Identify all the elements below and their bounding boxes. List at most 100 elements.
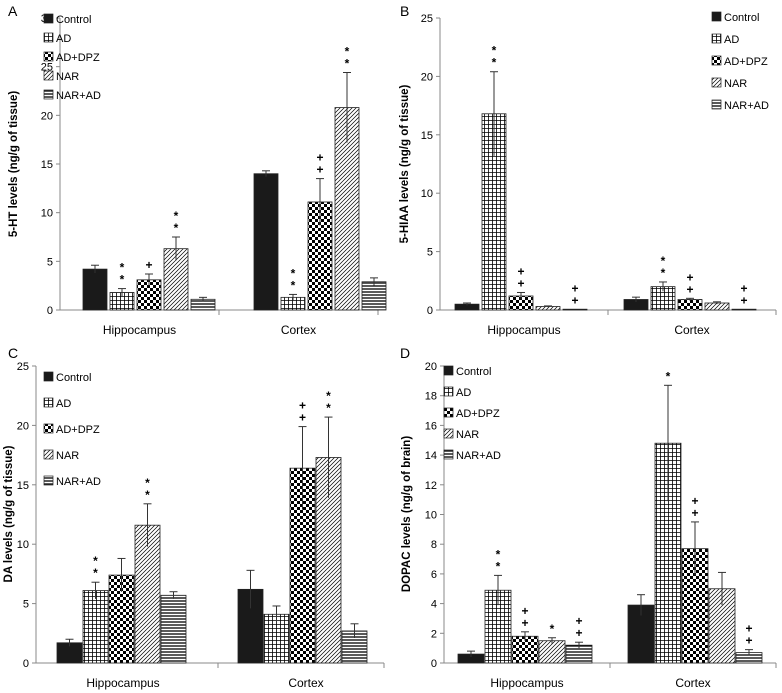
significance-mark: +	[691, 494, 698, 508]
significance-mark: *	[120, 273, 125, 287]
category-label-hippocampus: Hippocampus	[487, 323, 560, 337]
panel-label: D	[400, 345, 410, 361]
y-tick-label: 15	[421, 130, 433, 142]
y-tick-label: 20	[41, 110, 53, 122]
category-label-hippocampus: Hippocampus	[490, 676, 563, 690]
significance-mark: *	[174, 209, 179, 223]
y-tick-label: 0	[431, 658, 437, 670]
category-label-hippocampus: Hippocampus	[103, 323, 176, 337]
legend-label: AD+DPZ	[56, 52, 100, 64]
legend-label: AD+DPZ	[456, 408, 500, 420]
bar-ad-hippocampus	[82, 590, 109, 664]
legend-label: Control	[724, 12, 759, 24]
legend-swatch	[711, 33, 722, 44]
legend-swatch	[43, 475, 54, 486]
bar-ad-dpz-hippocampus	[511, 635, 539, 664]
legend-swatch	[443, 386, 454, 397]
bar-nar-ad-cortex	[361, 281, 387, 311]
legend-label: NAR+AD	[56, 90, 101, 102]
legend-label: AD	[56, 33, 71, 45]
panel-label: A	[8, 3, 18, 19]
legend-swatch	[443, 407, 454, 418]
legend-label: AD+DPZ	[56, 424, 100, 436]
legend-swatch	[43, 371, 54, 382]
panel-label: B	[400, 3, 409, 19]
y-tick-label: 12	[425, 480, 437, 492]
bar-ad-dpz-hippocampus	[136, 279, 162, 311]
bar-ad-dpz-cortex	[677, 299, 703, 311]
bar-nar-ad-cortex	[731, 308, 757, 311]
bar-nar-hippocampus	[134, 524, 161, 664]
y-tick-label: 20	[17, 420, 29, 432]
y-tick-label: 5	[23, 599, 29, 611]
significance-mark: +	[571, 293, 578, 307]
significance-mark: +	[521, 616, 528, 630]
y-tick-label: 15	[17, 480, 29, 492]
significance-mark: *	[666, 369, 671, 383]
significance-mark: +	[145, 258, 152, 272]
significance-mark: +	[740, 293, 747, 307]
significance-mark: +	[745, 634, 752, 648]
y-tick-label: 2	[431, 628, 437, 640]
legend-label: Control	[56, 14, 91, 26]
significance-mark: *	[145, 476, 150, 490]
legend-swatch	[443, 449, 454, 460]
legend-label: Control	[56, 372, 91, 384]
significance-mark: +	[521, 604, 528, 618]
category-label-cortex: Cortex	[281, 323, 316, 337]
legend-label: AD+DPZ	[724, 56, 768, 68]
category-label-cortex: Cortex	[674, 323, 709, 337]
significance-mark: +	[575, 626, 582, 640]
y-tick-label: 5	[427, 247, 433, 259]
significance-mark: *	[145, 488, 150, 502]
legend-label: NAR	[56, 71, 79, 83]
panel-label: C	[8, 345, 18, 361]
significance-mark: +	[517, 264, 524, 278]
category-label-cortex: Cortex	[675, 676, 710, 690]
y-axis-label: 5-HT levels (ng/g of tissue)	[8, 91, 20, 237]
legend-swatch	[711, 11, 722, 22]
y-axis-label: DOPAC levels (ng/g of brain)	[401, 436, 413, 592]
significance-mark: *	[345, 45, 350, 59]
significance-mark: *	[120, 261, 125, 275]
category-label-cortex: Cortex	[288, 676, 323, 690]
significance-mark: *	[496, 547, 501, 561]
significance-mark: +	[686, 270, 693, 284]
significance-mark: *	[93, 566, 98, 580]
significance-mark: +	[517, 276, 524, 290]
significance-mark: *	[93, 554, 98, 568]
significance-mark: +	[571, 281, 578, 295]
panel-b: B 0 5 10 15 20 25 5-HIAA levels (ng/g of tissue…	[399, 3, 777, 337]
legend-swatch	[711, 55, 722, 66]
y-tick-label: 20	[425, 361, 437, 373]
bar-control-hippocampus	[82, 268, 108, 311]
significance-mark: +	[299, 399, 306, 413]
significance-mark: +	[575, 614, 582, 628]
y-tick-label: 5	[47, 256, 53, 268]
legend-swatch	[43, 397, 54, 408]
legend-swatch	[443, 365, 454, 376]
y-tick-label: 16	[425, 420, 437, 432]
legend-swatch	[43, 89, 54, 100]
category-label-hippocampus: Hippocampus	[86, 676, 159, 690]
significance-mark: +	[686, 282, 693, 296]
legend-swatch	[43, 449, 54, 460]
legend-label: NAR	[456, 429, 479, 441]
significance-mark: *	[550, 622, 555, 636]
y-axis-label: DA levels (ng/g of tissue)	[3, 445, 15, 582]
significance-mark: +	[740, 281, 747, 295]
y-tick-label: 4	[431, 599, 437, 611]
legend-label: NAR+AD	[724, 100, 769, 112]
bar-nar-ad-hippocampus	[562, 308, 588, 311]
y-tick-label: 0	[427, 305, 433, 317]
significance-mark: *	[496, 559, 501, 573]
significance-mark: +	[299, 411, 306, 425]
y-tick-label: 8	[431, 539, 437, 551]
y-tick-label: 10	[17, 539, 29, 551]
significance-mark: *	[661, 266, 666, 280]
significance-mark: *	[326, 389, 331, 403]
significance-mark: *	[326, 401, 331, 415]
legend-swatch	[43, 51, 54, 62]
legend-swatch	[43, 70, 54, 81]
